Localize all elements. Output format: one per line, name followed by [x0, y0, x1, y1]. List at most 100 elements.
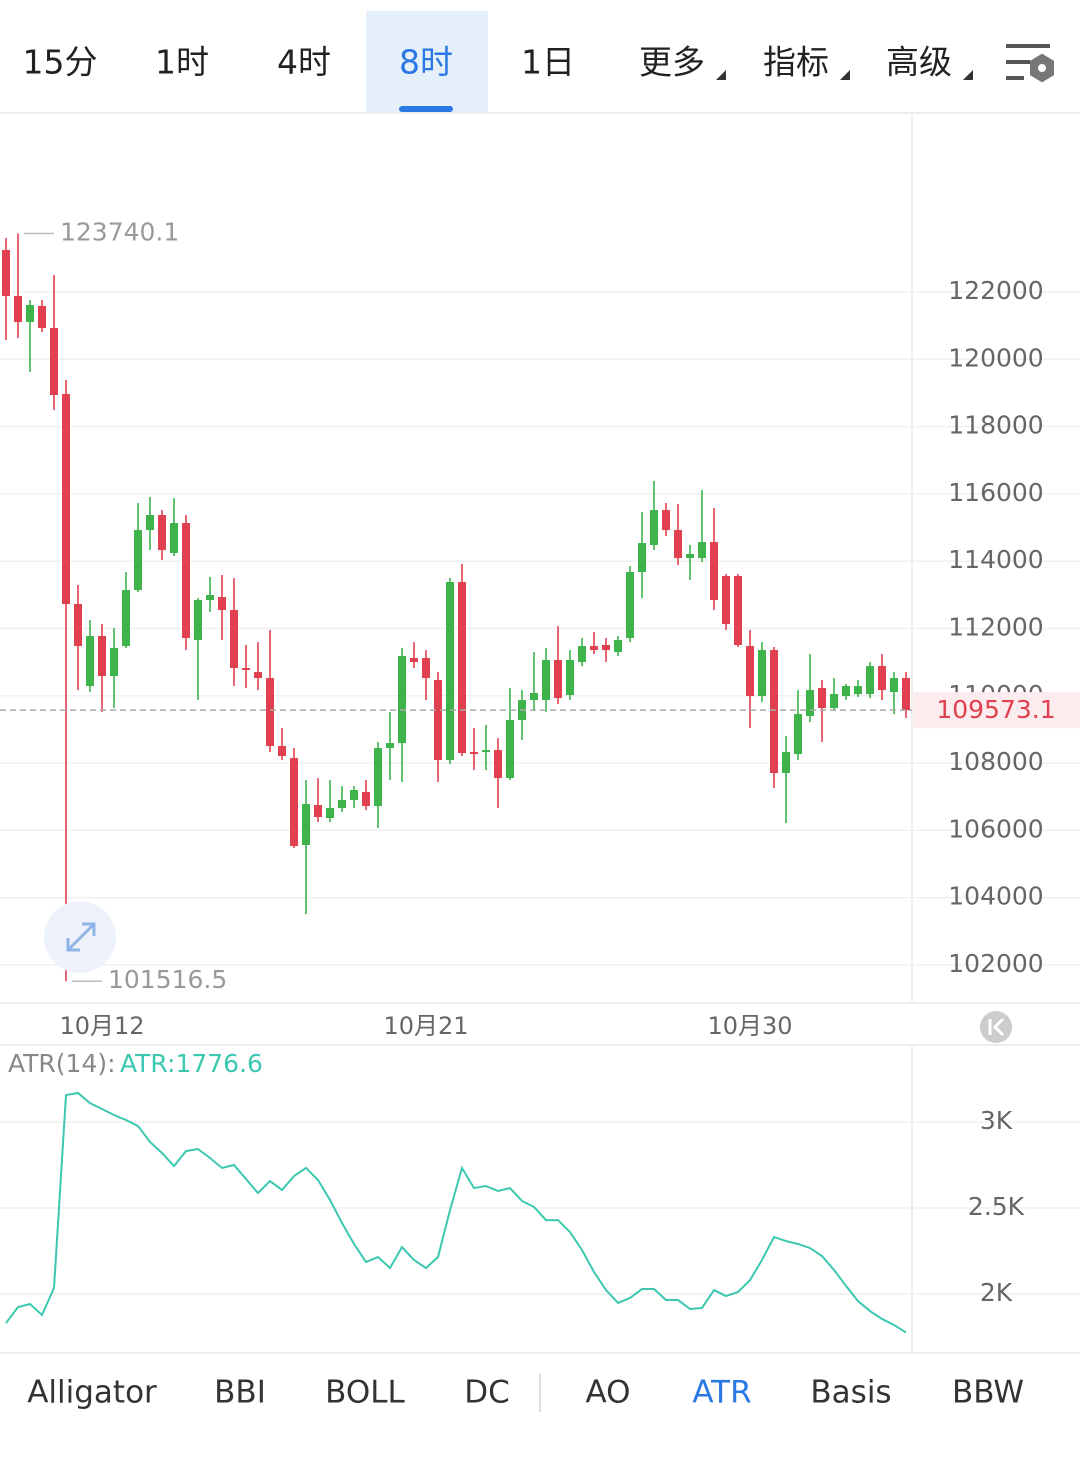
candle-body [434, 680, 442, 761]
timeframe-tab[interactable]: 8时 [399, 43, 453, 82]
active-tab-bg [366, 11, 488, 113]
indicator-tab[interactable]: BBW [952, 1375, 1024, 1411]
active-tab-indicator [399, 106, 453, 112]
candle-body [794, 714, 802, 755]
indicator-tab[interactable]: Alligator [27, 1375, 157, 1411]
y-tick-label: 106000 [948, 814, 1043, 843]
candle-body [182, 523, 190, 639]
timeframe-bar: 15分 1时 4时 8时 1日 更多 指标 高级 [23, 11, 952, 113]
candle-body [14, 296, 22, 323]
timeframe-tab[interactable]: 1时 [155, 43, 209, 82]
candle-body [230, 610, 238, 669]
candle-body [602, 645, 610, 651]
candle-body [866, 666, 874, 695]
candle-body [758, 650, 766, 697]
candle-body [746, 646, 754, 697]
candle-body [26, 305, 34, 323]
candle-body [170, 523, 178, 554]
atr-line [5, 1091, 907, 1334]
y-tick-label: 2.5K [968, 1192, 1025, 1221]
candle-body [854, 686, 862, 695]
candle-body [62, 394, 70, 605]
candle-body [422, 658, 430, 679]
y-tick-label: 3K [980, 1106, 1013, 1135]
candle-body [362, 792, 370, 807]
candle-body [158, 515, 166, 551]
candle-body [614, 640, 622, 653]
x-tick-label: 10月30 [707, 1012, 792, 1040]
y-tick-label: 104000 [948, 882, 1043, 911]
candle-body [494, 750, 502, 779]
candle-body [710, 542, 718, 601]
candle-body [350, 790, 358, 801]
candle-body [638, 543, 646, 573]
candle-body [266, 678, 274, 747]
last-price-bg [913, 692, 1080, 729]
candle-body [326, 808, 334, 819]
candle-body [206, 595, 214, 601]
timeframe-tab[interactable]: 高级 [886, 43, 952, 82]
candle-body [578, 646, 586, 663]
candle-body [590, 646, 598, 651]
candle-body [446, 582, 454, 761]
candle-body [830, 694, 838, 709]
expand-button[interactable] [44, 901, 116, 973]
x-tick-label: 10月12 [59, 1012, 144, 1040]
timeframe-tab[interactable]: 更多 [639, 43, 705, 82]
dropdown-arrows [716, 70, 973, 80]
indicator-name: ATR(14): [8, 1049, 116, 1078]
candle-body [566, 660, 574, 696]
candle-body [686, 554, 694, 559]
y-tick-label: 114000 [948, 545, 1043, 574]
candle-body [662, 510, 670, 531]
indicator-tab[interactable]: Basis [810, 1375, 891, 1411]
candle-body [554, 660, 562, 699]
timeframe-tab[interactable]: 1日 [521, 43, 575, 82]
price-chart: 1020001040001060001080001100001120001140… [0, 217, 1080, 1040]
y-tick-label: 118000 [948, 411, 1043, 440]
candle-body [290, 758, 298, 847]
candle-body [506, 720, 514, 779]
candle-body [734, 576, 742, 646]
candle-body [314, 805, 322, 818]
candle-body [482, 750, 490, 753]
candle-body [86, 636, 94, 687]
atr-chart: 2K 2.5K 3K [0, 1091, 1080, 1334]
candle-body [242, 668, 250, 671]
candle-body [50, 328, 58, 396]
min-price-label: 101516.5 [108, 965, 227, 994]
timeframe-tab[interactable]: 4时 [277, 43, 331, 82]
candle-body [782, 752, 790, 774]
candle-body [890, 678, 898, 693]
candle-body [722, 576, 730, 625]
candle-body [818, 688, 826, 709]
last-price-label: 109573.1 [936, 695, 1055, 724]
y-tick-label: 2K [980, 1278, 1013, 1307]
indicator-tab[interactable]: AO [585, 1375, 630, 1411]
y-tick-label: 116000 [948, 478, 1043, 507]
indicator-tab[interactable]: BOLL [325, 1375, 405, 1411]
indicator-tab[interactable]: BBI [214, 1375, 266, 1411]
candle-body [470, 752, 478, 755]
candle-body [134, 530, 142, 591]
scroll-to-latest[interactable] [980, 1011, 1012, 1043]
candle-body [146, 515, 154, 531]
candle-body [458, 582, 466, 754]
y-tick-label: 112000 [948, 612, 1043, 641]
timeframe-tab[interactable]: 指标 [763, 43, 829, 82]
candle-body [674, 530, 682, 559]
timeframe-tab[interactable]: 15分 [23, 43, 98, 82]
indicator-tab[interactable]: DC [464, 1375, 510, 1411]
candle-body [254, 672, 262, 679]
settings-icon[interactable] [1006, 44, 1054, 83]
candle-body [194, 600, 202, 641]
candle-body [278, 746, 286, 757]
candle-body [542, 660, 550, 701]
indicator-tab[interactable]: ATR [692, 1375, 751, 1411]
candle-body [386, 743, 394, 749]
candle-body [530, 693, 538, 701]
candle-body [122, 590, 130, 647]
candle-body [806, 690, 814, 717]
x-tick-label: 10月21 [383, 1012, 468, 1040]
